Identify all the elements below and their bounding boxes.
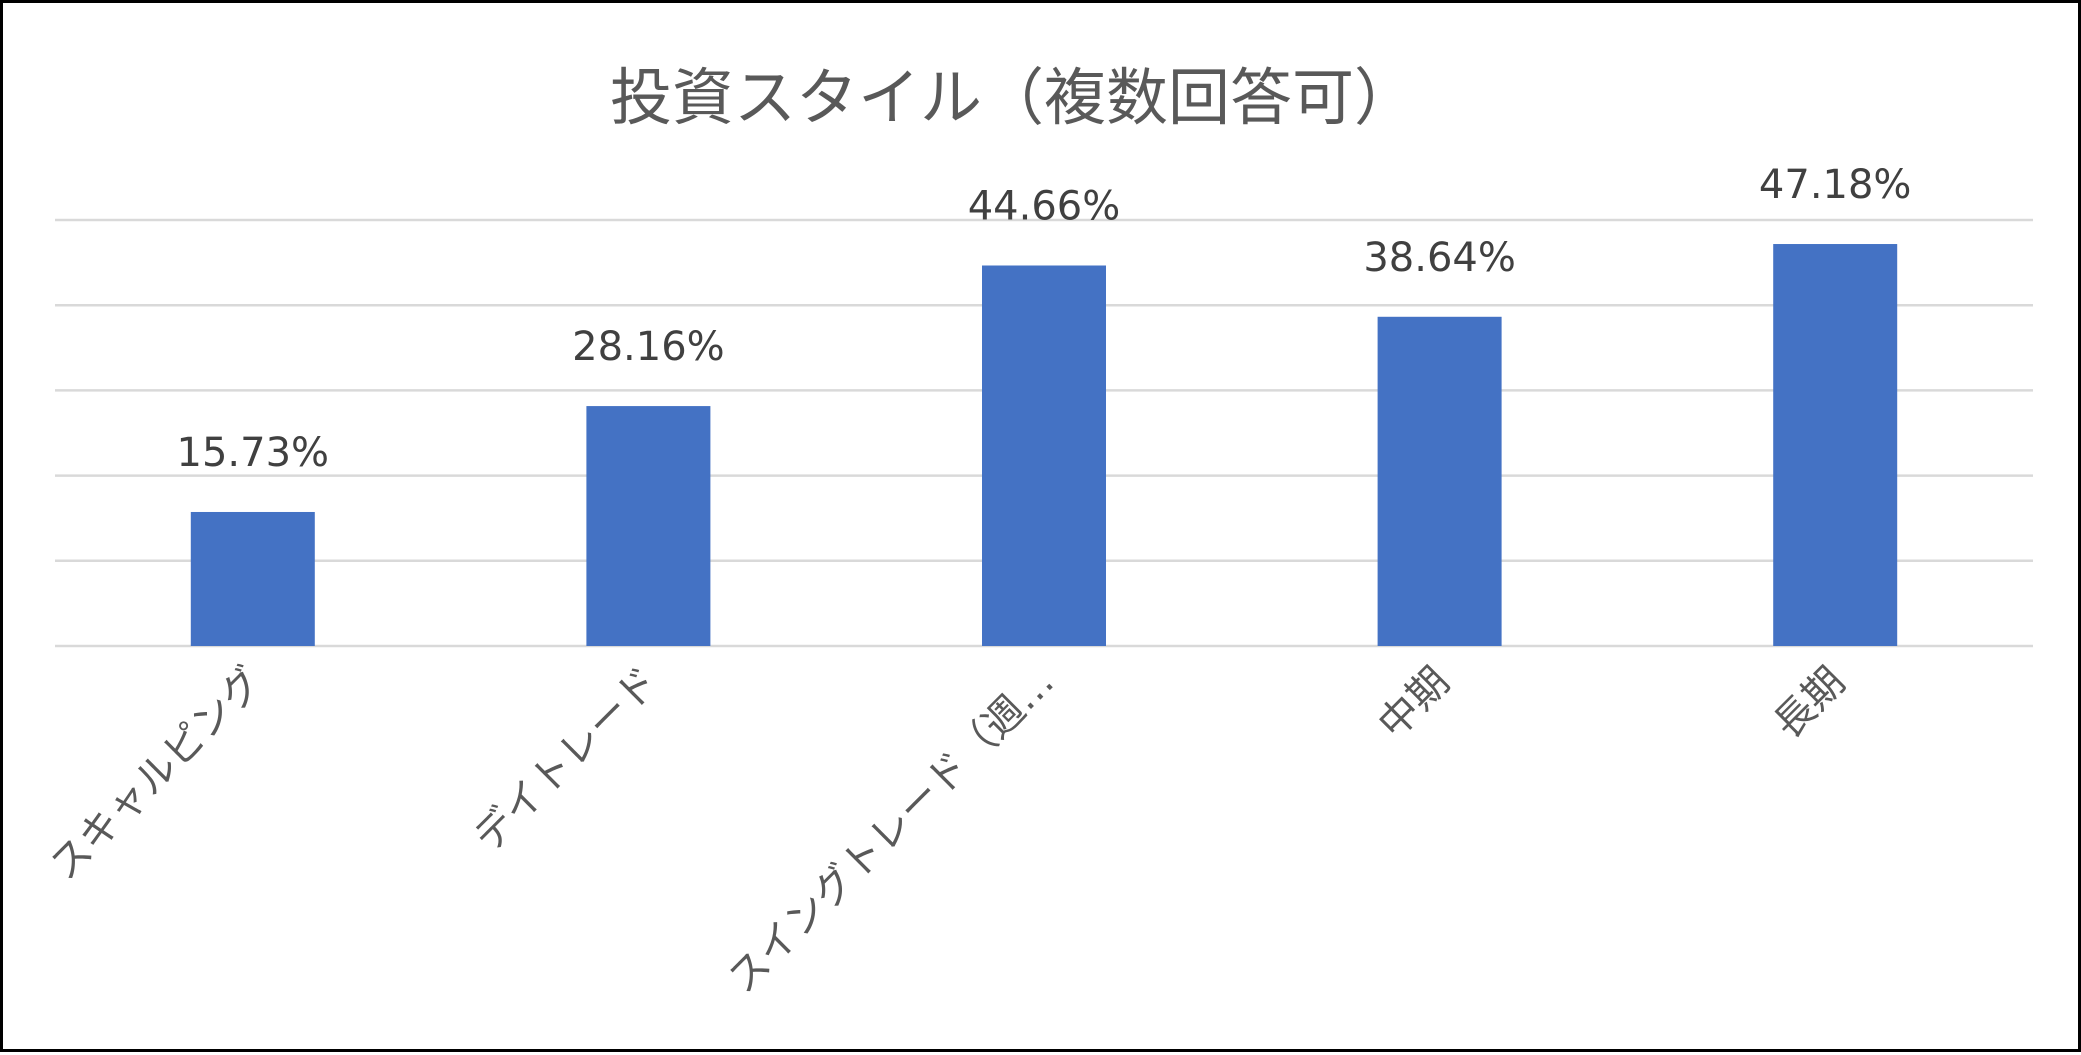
data-labels: 15.73% 28.16% 44.66% 38.64% 47.18% — [177, 162, 1912, 476]
category-labels: スキャルピング デイトレード スイングトレード（週… 中期 長期 — [41, 659, 1854, 1003]
data-label: 44.66% — [968, 183, 1121, 229]
data-label: 38.64% — [1363, 235, 1516, 281]
category-label: 長期 — [1765, 659, 1854, 748]
data-label: 15.73% — [177, 430, 330, 476]
data-label: 28.16% — [572, 324, 725, 370]
bar — [982, 265, 1106, 646]
category-label: スイングトレード（週… — [719, 659, 1063, 1003]
category-label: 中期 — [1370, 659, 1459, 748]
category-label: スキャルピング — [41, 659, 272, 890]
chart-title: 投資スタイル（複数回答可） — [610, 61, 1416, 134]
bar-chart: 投資スタイル（複数回答可） 15.73% 28.16% 44.66% 38.64% 47… — [41, 61, 2033, 1003]
bar — [1773, 244, 1898, 646]
bar — [190, 511, 315, 646]
data-label: 47.18% — [1759, 162, 1912, 208]
bars — [190, 244, 1898, 646]
bar — [586, 406, 711, 646]
category-label: デイトレード — [465, 659, 667, 861]
bar — [1377, 316, 1502, 646]
